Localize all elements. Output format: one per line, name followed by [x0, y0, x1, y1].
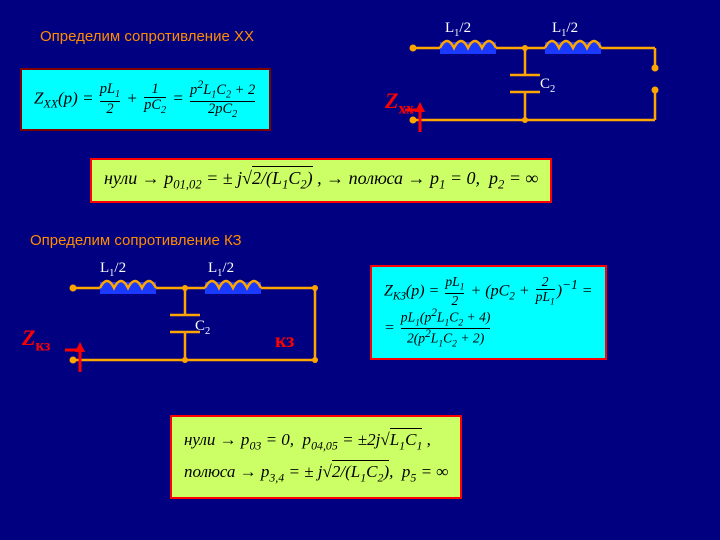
- formula-zxx: ZXX(p) = pL12 + 1pC2 = p2L1C2 + 22pC2: [20, 68, 271, 131]
- kz-l1-label: L1/2: [100, 260, 126, 279]
- zkz-label: Zкз: [22, 325, 50, 355]
- kz-l2-label: L1/2: [208, 260, 234, 279]
- kz-c-label: C2: [195, 318, 210, 337]
- xx-c-label: C2: [540, 76, 555, 95]
- heading-kz: Определим сопротивление КЗ: [30, 232, 242, 249]
- formula-zeros-xx: нули → p01,02 = ± j√2/(L1C2) , → полюса …: [90, 158, 552, 203]
- formula-zkz: ZКЗ(p) = pL12 + (pC2 + 2pL1)−1 = = pL1(p…: [370, 265, 607, 360]
- xx-l1-label: L1/2: [445, 20, 471, 39]
- xx-l2-label: L1/2: [552, 20, 578, 39]
- heading-xx: Определим сопротивление ХХ: [40, 28, 254, 45]
- formula-zeros-kz: нули → p03 = 0, p04,05 = ±2j√L1C1 , полю…: [170, 415, 462, 499]
